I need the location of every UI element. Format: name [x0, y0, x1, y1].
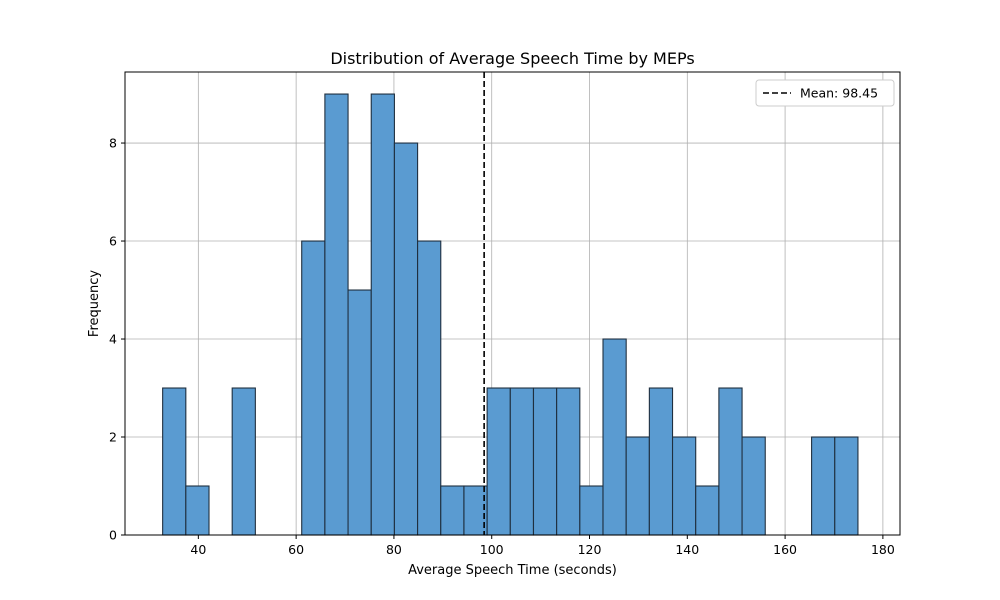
histogram-bar [602, 338, 627, 536]
y-tick-label: 0 [109, 528, 117, 543]
y-tick-label: 2 [109, 430, 117, 445]
histogram-bar [231, 387, 256, 536]
histogram-bar [532, 387, 558, 536]
x-tick-label: 180 [871, 542, 895, 557]
plot-frame [124, 71, 901, 536]
histogram-bar [648, 387, 674, 536]
chart-title: Distribution of Average Speech Time by M… [330, 49, 694, 68]
legend-mean-label: Mean: 98.45 [800, 86, 878, 101]
histogram-bar [625, 436, 650, 536]
x-tick-label: 100 [480, 542, 504, 557]
histogram-bar [440, 485, 465, 536]
histogram-bar [741, 436, 766, 536]
histogram-bar [347, 289, 372, 536]
histogram-bar [556, 387, 581, 536]
histogram-bar [162, 387, 187, 536]
histogram-bar [393, 142, 419, 536]
y-tick-label: 8 [109, 136, 117, 151]
x-tick-label: 140 [675, 542, 699, 557]
histogram-bar [185, 485, 210, 536]
x-tick-label: 80 [386, 542, 402, 557]
histogram-bar [324, 93, 349, 536]
histogram-bar [486, 387, 511, 536]
histogram-bar [509, 387, 535, 536]
legend: Mean: 98.45 [755, 79, 895, 107]
histogram-bar [301, 240, 326, 536]
histogram-bar [671, 436, 697, 536]
axis-ticks: 40 60 80 100 120 140 160 180 0 2 4 6 8 [109, 136, 895, 557]
y-tick-label: 6 [109, 234, 117, 249]
histogram-bar [579, 485, 604, 536]
histogram-bar [695, 485, 720, 536]
histogram-bars [162, 93, 859, 536]
x-tick-label: 160 [773, 542, 797, 557]
histogram-bar [370, 93, 395, 536]
histogram-bar [834, 436, 859, 536]
histogram-bar [417, 240, 442, 536]
x-tick-label: 60 [288, 542, 304, 557]
x-axis-label: Average Speech Time (seconds) [408, 563, 617, 578]
histogram-bar [811, 436, 836, 536]
y-tick-label: 4 [109, 332, 117, 347]
x-tick-label: 120 [578, 542, 602, 557]
y-axis-label: Frequency [87, 270, 102, 337]
legend-box [755, 79, 895, 107]
x-tick-label: 40 [190, 542, 206, 557]
histogram-bar [718, 387, 743, 536]
